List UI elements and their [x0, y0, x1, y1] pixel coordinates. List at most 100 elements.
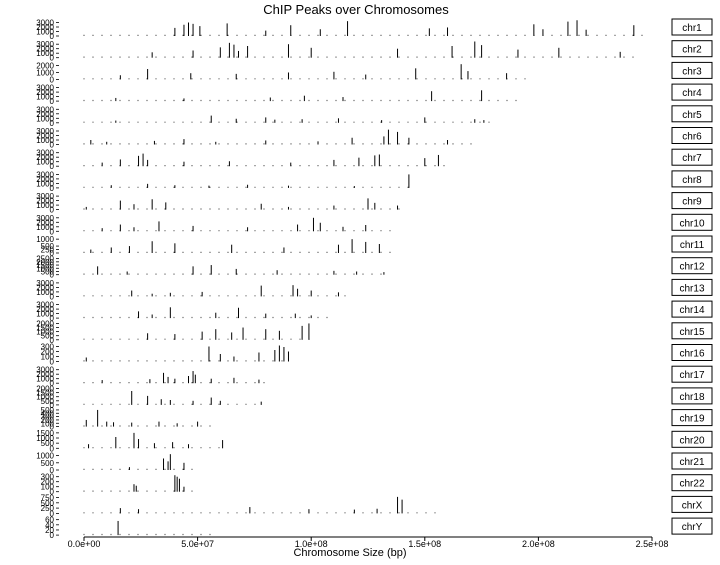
chromosome-label: chr1: [682, 23, 702, 34]
chromosome-label: chrY: [682, 522, 703, 533]
chromosome-label: chr2: [682, 45, 702, 56]
chromosome-label-box: [671, 517, 713, 535]
y-tick-label: 1000: [36, 114, 54, 123]
y-tick-label: 1000: [36, 28, 54, 37]
chromosome-label: chr8: [682, 175, 702, 186]
chromosome-label: chr18: [679, 392, 704, 403]
y-tick-label: 0: [50, 336, 55, 345]
y-tick-label: 2000: [36, 175, 54, 184]
y-tick-label: 1000: [36, 452, 54, 461]
y-tick-label: 3000: [36, 192, 54, 201]
y-tick-label: 2000: [36, 153, 54, 162]
chromosome-label-box: [671, 300, 713, 318]
y-tick-label: 1000: [36, 223, 54, 232]
y-tick-label: 200: [41, 416, 55, 425]
y-tick-label: 0: [50, 184, 55, 193]
y-tick-label: 0: [50, 97, 55, 106]
y-tick-label: 2000: [36, 88, 54, 97]
y-tick-label: 500: [41, 267, 55, 276]
chromosome-label-box: [671, 409, 713, 427]
y-tick-label: 0: [50, 249, 55, 258]
y-tick-label: 1000: [36, 136, 54, 145]
chromosome-label: chr14: [679, 305, 704, 316]
y-tick-label: 2000: [36, 305, 54, 314]
chromosome-label-box: [671, 387, 713, 405]
y-tick-label: 2000: [36, 197, 54, 206]
y-tick-label: 0: [50, 271, 55, 280]
chromosome-label-box: [671, 430, 713, 448]
x-tick-label: 2.5e+08: [636, 539, 669, 549]
chromosome-label: chr15: [679, 327, 704, 338]
chromosome-label-box: [671, 18, 713, 36]
chromosome-label-box: [671, 213, 713, 231]
chromosome-label: chrX: [682, 500, 703, 511]
y-tick-label: 1500: [36, 429, 54, 438]
y-tick-label: 1000: [36, 179, 54, 188]
chromosome-label-box: [671, 278, 713, 296]
y-tick-label: 1000: [36, 93, 54, 102]
y-tick-label: 2000: [36, 110, 54, 119]
chromosome-label: chr5: [682, 110, 702, 121]
y-tick-label: 2500: [36, 255, 54, 264]
y-tick-label: 0: [50, 227, 55, 236]
y-tick-label: 0: [50, 466, 55, 475]
y-tick-label: 400: [41, 409, 55, 418]
y-tick-label: 2000: [36, 370, 54, 379]
y-tick-label: 2000: [36, 283, 54, 292]
chromosome-label-box: [671, 365, 713, 383]
y-tick-label: 3000: [36, 149, 54, 158]
y-tick-label: 500: [41, 499, 55, 508]
y-tick-label: 250: [41, 246, 55, 255]
x-tick-label: 5.0e+07: [181, 539, 214, 549]
y-tick-label: 0: [50, 423, 55, 432]
y-tick-label: 0: [50, 162, 55, 171]
x-tick-label: 2.0e+08: [522, 539, 555, 549]
y-tick-label: 3000: [36, 19, 54, 28]
x-axis: 0.0e+00 5.0e+07 1.0e+08 1.5e+08 2.0e+08 2.5e+…: [68, 536, 669, 549]
y-tick-label: 3000: [36, 105, 54, 114]
chromosome-label: chr9: [682, 197, 702, 208]
y-tick-label: 0: [50, 488, 55, 497]
y-tick-label: 2000: [36, 45, 54, 54]
y-tick-label: 1500: [36, 261, 54, 270]
y-tick-label: 3000: [36, 170, 54, 179]
chromosome-label-box: [671, 344, 713, 361]
y-tick-label: 3000: [36, 279, 54, 288]
y-tick-label: 3000: [36, 40, 54, 49]
chromosome-label: chr19: [679, 414, 704, 425]
chromosome-label-box: [671, 322, 713, 340]
chromosome-label-box: [671, 495, 713, 513]
y-tick-label: 2000: [36, 319, 54, 328]
chromosome-label: chr12: [679, 262, 704, 273]
y-tick-label: 0: [50, 206, 55, 215]
x-tick-label: 0.0e+00: [68, 539, 101, 549]
y-tick-label: 1000: [36, 235, 54, 244]
y-tick-label: 1000: [36, 393, 54, 402]
y-tick-label: 1000: [36, 68, 54, 77]
chromosome-label: chr10: [679, 218, 704, 229]
y-tick-label: 0: [50, 32, 55, 41]
y-tick-label: 0: [50, 314, 55, 323]
y-tick-label: 0: [50, 141, 55, 150]
chromosome-label-box: [671, 452, 713, 470]
chromosome-label-box: [671, 83, 713, 101]
y-tick-label: 1000: [36, 288, 54, 297]
y-tick-label: 3000: [36, 301, 54, 310]
chromosome-label: chr22: [679, 479, 704, 490]
y-tick-label: 300: [41, 473, 55, 482]
y-tick-label: 1500: [36, 324, 54, 333]
